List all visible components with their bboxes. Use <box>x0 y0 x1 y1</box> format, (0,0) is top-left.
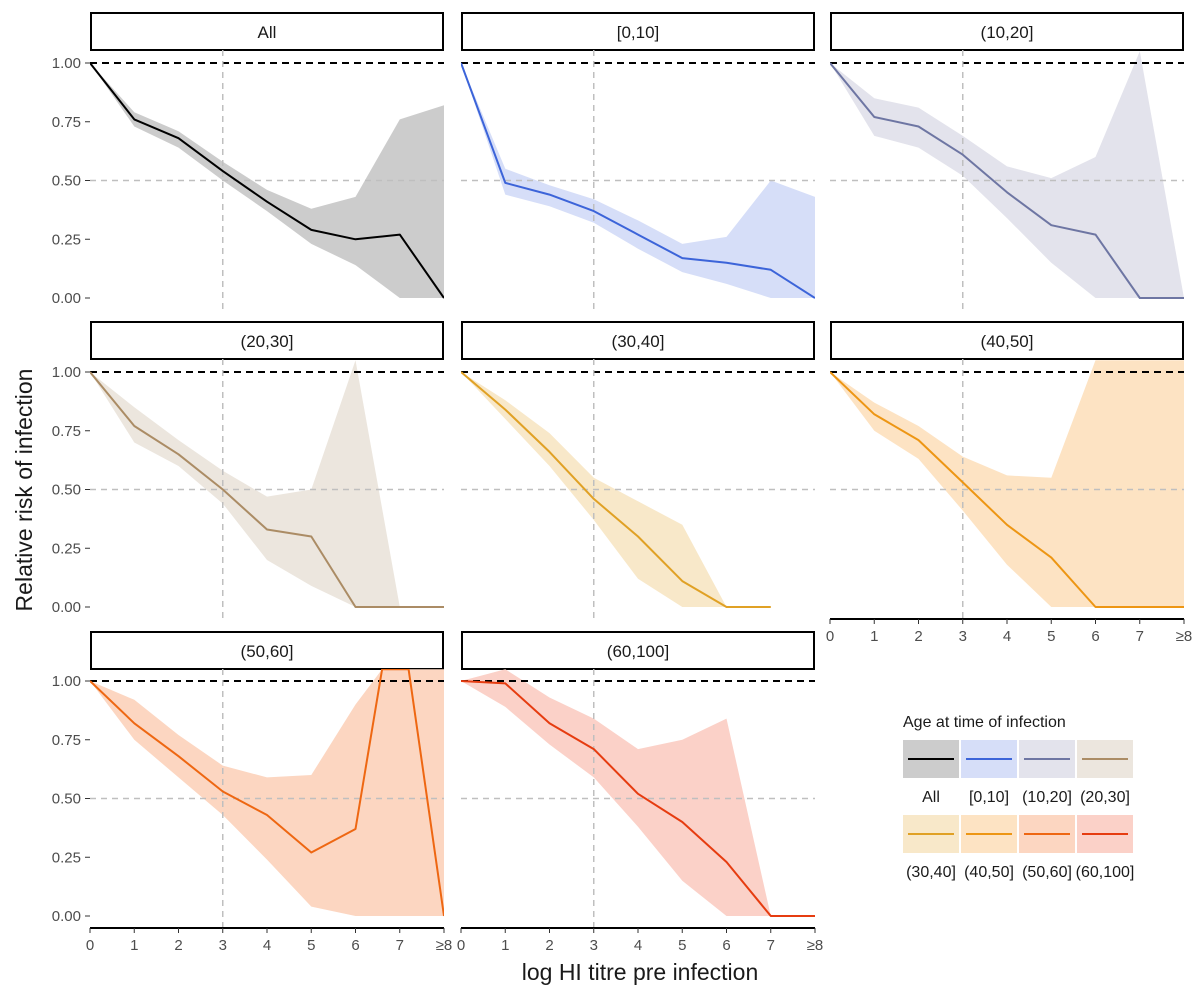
strip-box <box>90 321 444 360</box>
strip-label: (20,30] <box>241 332 294 351</box>
series-line <box>90 371 444 608</box>
panels-group: All 0.00 0.25 0.50 0.75 1.00 [0,10] (10,20] (20,… <box>52 12 1193 954</box>
legend-label: All <box>922 789 940 806</box>
panel-2: (10,20] <box>830 12 1184 310</box>
y-tick-label: 1.00 <box>52 673 81 690</box>
y-tick-label: 0.00 <box>52 908 81 925</box>
legend-label: (40,50] <box>964 864 1014 881</box>
series-line <box>830 62 1184 299</box>
y-axis-title: Relative risk of infection <box>11 369 37 612</box>
panel-1: [0,10] <box>461 12 815 310</box>
x-tick-label: 6 <box>351 937 359 954</box>
y-tick-label: 0.00 <box>52 290 81 307</box>
legend-label: [0,10] <box>969 789 1009 806</box>
x-tick-label: 3 <box>959 628 967 645</box>
x-tick-label: 5 <box>678 937 686 954</box>
y-tick-label: 0.50 <box>52 482 81 499</box>
x-tick-label: 3 <box>590 937 598 954</box>
panel-7: (60,100] 0 1 2 3 4 5 6 7 ≥8 <box>457 631 824 954</box>
legend-label: (30,40] <box>906 864 956 881</box>
series-line <box>830 371 1184 608</box>
strip-box <box>461 631 815 670</box>
legend-label: (50,60] <box>1022 864 1072 881</box>
strip-label: (10,20] <box>981 23 1034 42</box>
x-tick-label: ≥8 <box>807 937 824 954</box>
strip-label: (30,40] <box>612 332 665 351</box>
strip-label: [0,10] <box>617 23 660 42</box>
strip-box <box>830 321 1184 360</box>
x-tick-label: 4 <box>263 937 271 954</box>
panel-0: All 0.00 0.25 0.50 0.75 1.00 <box>52 12 444 310</box>
y-tick-label: 0.25 <box>52 849 81 866</box>
series-line <box>90 62 444 299</box>
y-tick-label: 1.00 <box>52 55 81 72</box>
strip-box <box>90 631 444 670</box>
confidence-band <box>461 372 771 607</box>
y-tick-label: 0.25 <box>52 231 81 248</box>
panel-4: (30,40] <box>461 321 815 619</box>
x-tick-label: 2 <box>174 937 182 954</box>
x-tick-label: 2 <box>545 937 553 954</box>
legend-title: Age at time of infection <box>903 714 1066 731</box>
legend-label: (60,100] <box>1076 864 1135 881</box>
y-tick-label: 0.00 <box>52 599 81 616</box>
x-tick-label: 3 <box>219 937 227 954</box>
x-tick-label: 2 <box>914 628 922 645</box>
panel-6: (50,60] 0.00 0.25 0.50 0.75 1.00 0 1 2 3 4 5 6 7 ≥8 <box>52 631 453 954</box>
strip-box <box>90 12 444 51</box>
confidence-band <box>461 63 815 298</box>
panel-3: (20,30] 0.00 0.25 0.50 0.75 1.00 <box>52 321 444 619</box>
x-tick-label: 6 <box>1091 628 1099 645</box>
x-axis-title: log HI titre pre infection <box>522 959 759 985</box>
confidence-band <box>830 51 1184 298</box>
strip-box <box>830 12 1184 51</box>
strip-box <box>461 12 815 51</box>
x-tick-label: 4 <box>634 937 642 954</box>
legend-label: (10,20] <box>1022 789 1072 806</box>
x-tick-label: 6 <box>722 937 730 954</box>
x-tick-label: 0 <box>86 937 94 954</box>
y-tick-label: 0.25 <box>52 540 81 557</box>
series-line <box>461 371 771 608</box>
legend: Age at time of infection All [0,10] (10,20… <box>903 714 1134 881</box>
confidence-band <box>830 360 1184 607</box>
strip-box <box>461 321 815 360</box>
x-tick-label: 7 <box>396 937 404 954</box>
x-tick-label: 1 <box>130 937 138 954</box>
series-line <box>461 62 815 299</box>
x-tick-label: 7 <box>767 937 775 954</box>
panel-5: (40,50] 0 1 2 3 4 5 6 7 ≥8 <box>826 321 1193 645</box>
y-tick-label: 0.75 <box>52 114 81 131</box>
x-tick-label: 1 <box>501 937 509 954</box>
x-tick-label: ≥8 <box>1176 628 1193 645</box>
y-tick-label: 0.75 <box>52 732 81 749</box>
x-tick-label: 4 <box>1003 628 1011 645</box>
series-line <box>90 669 444 917</box>
y-tick-label: 0.75 <box>52 423 81 440</box>
x-tick-label: 1 <box>870 628 878 645</box>
y-tick-label: 0.50 <box>52 791 81 808</box>
y-tick-label: 1.00 <box>52 364 81 381</box>
x-tick-label: 0 <box>826 628 834 645</box>
strip-label: (50,60] <box>241 642 294 661</box>
confidence-band <box>90 669 444 916</box>
y-tick-label: 0.50 <box>52 173 81 190</box>
confidence-band <box>90 360 444 607</box>
strip-label: (60,100] <box>607 642 669 661</box>
series-line <box>461 680 815 917</box>
x-tick-label: 7 <box>1136 628 1144 645</box>
strip-label: (40,50] <box>981 332 1034 351</box>
x-tick-label: 5 <box>307 937 315 954</box>
x-tick-label: 0 <box>457 937 465 954</box>
legend-label: (20,30] <box>1080 789 1130 806</box>
x-tick-label: ≥8 <box>436 937 453 954</box>
strip-label: All <box>258 23 277 42</box>
x-tick-label: 5 <box>1047 628 1055 645</box>
